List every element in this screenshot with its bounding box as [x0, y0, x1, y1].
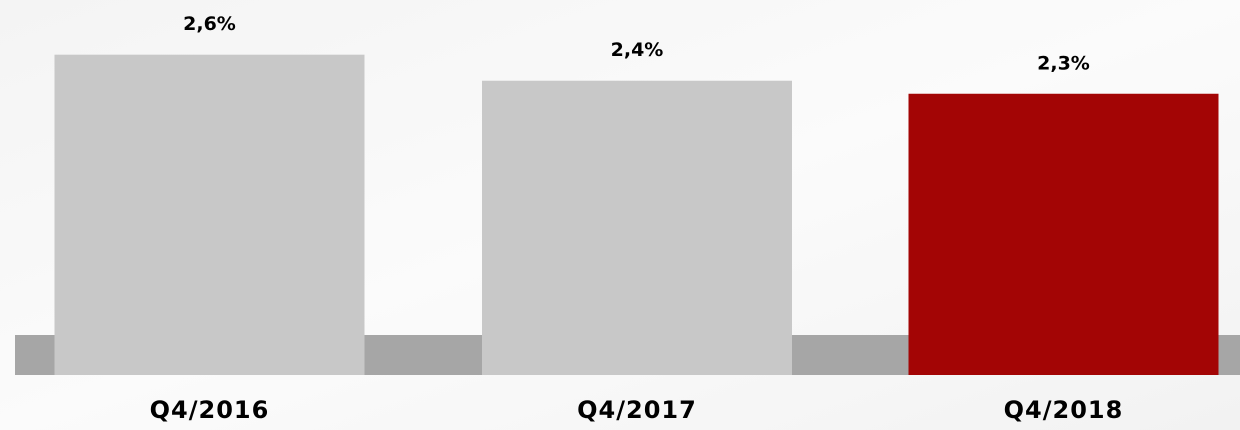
value-label: 2,6% — [183, 13, 236, 35]
bar — [54, 54, 365, 375]
value-label: 2,4% — [611, 39, 664, 61]
bar — [482, 80, 792, 376]
x-tick-label: Q4/2016 — [150, 396, 270, 424]
bar — [908, 93, 1219, 375]
value-label: 2,3% — [1037, 52, 1090, 74]
x-tick-label: Q4/2018 — [1004, 396, 1124, 424]
x-tick-label: Q4/2017 — [577, 396, 697, 424]
